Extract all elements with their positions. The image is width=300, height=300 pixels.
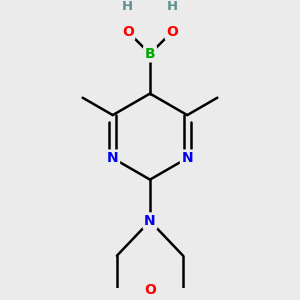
Text: H: H	[122, 0, 133, 13]
Text: O: O	[144, 284, 156, 298]
Text: O: O	[166, 25, 178, 39]
Text: H: H	[167, 0, 178, 13]
Text: B: B	[145, 47, 155, 61]
Text: N: N	[144, 214, 156, 228]
Text: N: N	[182, 151, 193, 165]
Text: N: N	[107, 151, 118, 165]
Text: O: O	[122, 25, 134, 39]
